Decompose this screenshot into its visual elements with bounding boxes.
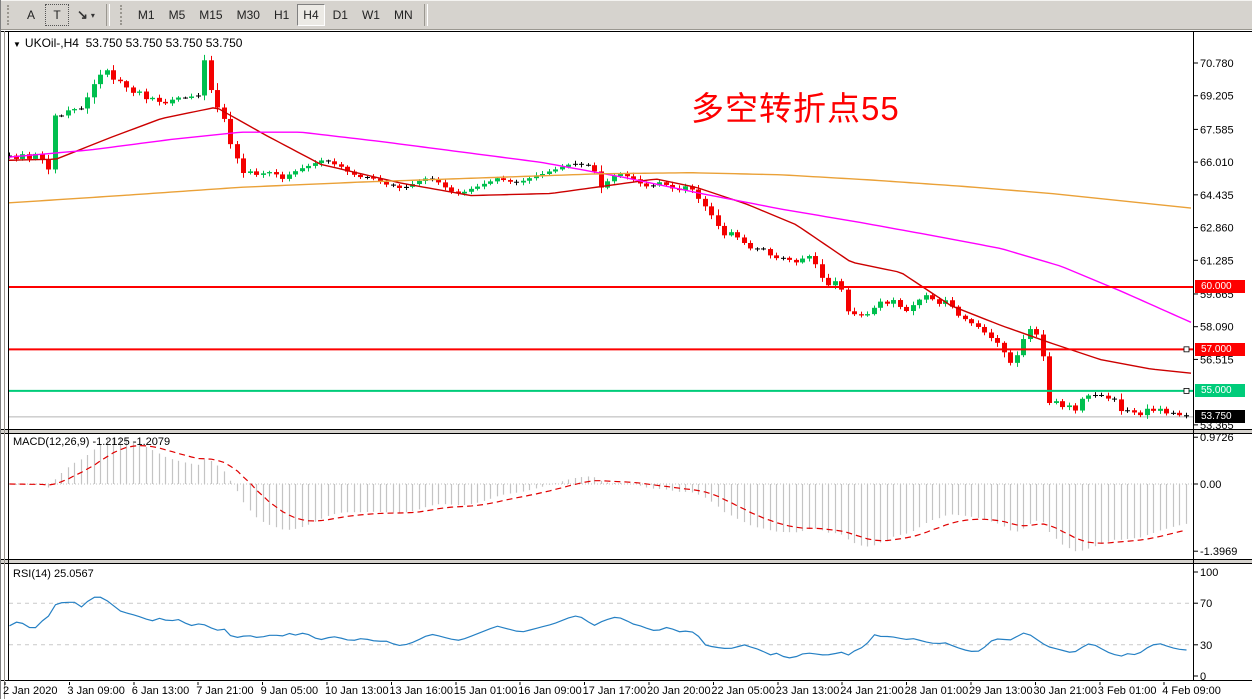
time-axis-label: 7 Jan 21:00 bbox=[196, 685, 254, 697]
text-tool-button[interactable]: T bbox=[45, 4, 69, 26]
svg-text:70: 70 bbox=[1200, 598, 1212, 610]
time-axis-label: 28 Jan 01:00 bbox=[905, 685, 969, 697]
timeframe-h4-button[interactable]: H4 bbox=[297, 4, 325, 26]
timeframe-m5-button[interactable]: M5 bbox=[168, 8, 186, 22]
time-axis-label: 29 Jan 13:00 bbox=[969, 685, 1033, 697]
svg-text:62.860: 62.860 bbox=[1200, 223, 1234, 235]
toolbar-grip[interactable] bbox=[7, 5, 12, 25]
timeframe-w1-button[interactable]: W1 bbox=[361, 8, 380, 22]
timeframe-mn-button[interactable]: MN bbox=[393, 8, 413, 22]
time-axis-label: 2 Jan 2020 bbox=[3, 685, 57, 697]
rsi-indicator-label: RSI(14) 25.0567 bbox=[13, 568, 94, 580]
collapse-triangle-icon[interactable]: ▼ bbox=[13, 40, 21, 49]
svg-text:100: 100 bbox=[1200, 567, 1218, 579]
macd-signal-line bbox=[9, 444, 1187, 544]
svg-text:0.00: 0.00 bbox=[1200, 479, 1221, 491]
macd-panel[interactable] bbox=[9, 437, 1193, 552]
time-axis-label: 13 Jan 16:00 bbox=[389, 685, 453, 697]
svg-text:0.9726: 0.9726 bbox=[1200, 432, 1234, 444]
time-axis-label: 15 Jan 01:00 bbox=[454, 685, 518, 697]
ma-fast-red bbox=[9, 107, 1192, 374]
chart-text-annotation[interactable]: 多空转折点55 bbox=[691, 90, 900, 127]
hline-handle[interactable] bbox=[1183, 346, 1190, 353]
macd-indicator-label: MACD(12,26,9) -1.2125 -1.2079 bbox=[13, 436, 171, 448]
time-axis-label: 3 Jan 09:00 bbox=[67, 685, 125, 697]
svg-text:64.435: 64.435 bbox=[1200, 190, 1234, 202]
svg-text:30: 30 bbox=[1200, 640, 1212, 652]
svg-text:56.515: 56.515 bbox=[1200, 354, 1234, 366]
price-badge-55: 55.000 bbox=[1195, 384, 1245, 398]
time-axis-label: 24 Jan 21:00 bbox=[840, 685, 904, 697]
time-axis-label: 30 Jan 21:00 bbox=[1033, 685, 1097, 697]
time-axis-label: 10 Jan 13:00 bbox=[325, 685, 389, 697]
timeframe-m1-button[interactable]: M1 bbox=[137, 8, 155, 22]
svg-text:70.780: 70.780 bbox=[1200, 58, 1234, 70]
svg-text:61.285: 61.285 bbox=[1200, 255, 1234, 267]
time-axis-label: 23 Jan 13:00 bbox=[776, 685, 840, 697]
chart-title[interactable]: ▼ UKOil-,H4 53.750 53.750 53.750 53.750 bbox=[13, 36, 242, 50]
timeframe-h1-button[interactable]: H1 bbox=[273, 8, 290, 22]
rsi-panel[interactable] bbox=[9, 596, 1193, 659]
timeframe-m30-button[interactable]: M30 bbox=[236, 8, 260, 22]
time-axis-label: 16 Jan 09:00 bbox=[518, 685, 582, 697]
svg-text:69.205: 69.205 bbox=[1200, 91, 1234, 103]
rsi-line bbox=[9, 596, 1187, 659]
arrow-tools-icon: ↘ bbox=[77, 7, 88, 22]
toolbar-separator bbox=[105, 4, 110, 26]
time-axis-label: 22 Jan 05:00 bbox=[711, 685, 775, 697]
time-axis-label: 4 Feb 09:00 bbox=[1162, 685, 1221, 697]
toolbar-grip[interactable] bbox=[119, 5, 125, 25]
ohlc-values: 53.750 53.750 53.750 53.750 bbox=[85, 36, 243, 50]
dropdown-caret-icon: ▾ bbox=[90, 10, 95, 20]
ma-slow-orange bbox=[9, 172, 1192, 209]
ma-mid-magenta bbox=[9, 131, 1192, 323]
hline-handle[interactable] bbox=[1183, 387, 1190, 394]
main-panel[interactable] bbox=[7, 54, 1193, 419]
timeframe-d1-button[interactable]: D1 bbox=[332, 8, 348, 22]
price-badge-57: 57.000 bbox=[1195, 342, 1245, 356]
price-badge-60: 60.000 bbox=[1195, 280, 1245, 294]
symbol-label: UKOil-,H4 bbox=[24, 36, 79, 50]
svg-text:0: 0 bbox=[1200, 671, 1206, 683]
svg-text:-1.3969: -1.3969 bbox=[1200, 546, 1237, 558]
timeframe-m15-button[interactable]: M15 bbox=[199, 8, 223, 22]
toolbar-separator bbox=[423, 4, 428, 26]
svg-text:58.090: 58.090 bbox=[1200, 322, 1234, 334]
toolbar: A T ↘ ▾ M1 M5 M15 M30 H1 H4 D1 W1 MN bbox=[1, 0, 1252, 30]
time-axis-label: 20 Jan 20:00 bbox=[647, 685, 711, 697]
svg-text:66.010: 66.010 bbox=[1200, 157, 1234, 169]
arrow-tools-button[interactable]: ↘ ▾ bbox=[71, 4, 101, 26]
svg-text:67.585: 67.585 bbox=[1200, 124, 1234, 136]
current-price-badge: 53.750 bbox=[1195, 410, 1245, 424]
time-axis-label: 6 Jan 13:00 bbox=[132, 685, 190, 697]
time-axis-label: 9 Jan 05:00 bbox=[261, 685, 319, 697]
time-axis-label: 3 Feb 01:00 bbox=[1098, 685, 1157, 697]
annotation-tool-button[interactable]: A bbox=[26, 8, 35, 22]
time-axis-label: 17 Jan 17:00 bbox=[583, 685, 647, 697]
